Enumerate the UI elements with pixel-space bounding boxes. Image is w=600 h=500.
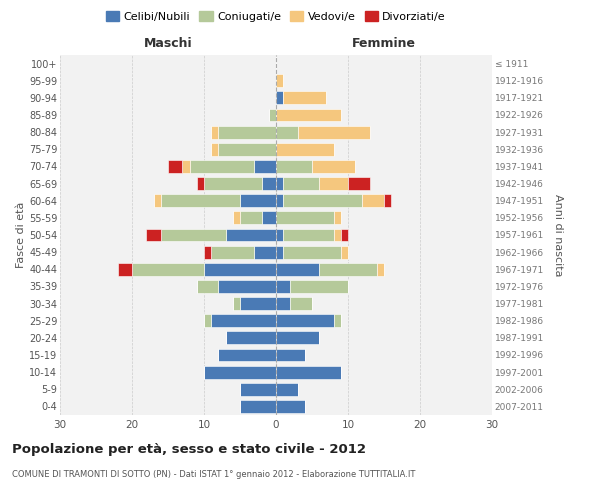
Bar: [283, 246, 341, 258]
Bar: [276, 297, 290, 310]
Text: Femmine: Femmine: [352, 37, 416, 50]
Bar: [154, 194, 161, 207]
Bar: [276, 92, 283, 104]
Bar: [276, 280, 290, 293]
Bar: [233, 297, 240, 310]
Bar: [254, 160, 276, 173]
Bar: [254, 246, 276, 258]
Bar: [341, 228, 348, 241]
Bar: [218, 126, 276, 138]
Bar: [197, 280, 218, 293]
Bar: [226, 228, 276, 241]
Bar: [218, 348, 276, 362]
Bar: [334, 212, 341, 224]
Bar: [276, 332, 319, 344]
Bar: [276, 314, 334, 327]
Bar: [240, 400, 276, 413]
Bar: [276, 160, 312, 173]
Bar: [276, 366, 341, 378]
Bar: [283, 194, 362, 207]
Bar: [377, 263, 384, 276]
Bar: [204, 263, 276, 276]
Bar: [218, 280, 276, 293]
Text: COMUNE DI TRAMONTI DI SOTTO (PN) - Dati ISTAT 1° gennaio 2012 - Elaborazione TUT: COMUNE DI TRAMONTI DI SOTTO (PN) - Dati …: [12, 470, 415, 479]
Bar: [240, 194, 276, 207]
Bar: [276, 74, 283, 87]
Y-axis label: Fasce di età: Fasce di età: [16, 202, 26, 268]
Bar: [319, 177, 348, 190]
Bar: [218, 143, 276, 156]
Bar: [161, 228, 226, 241]
Y-axis label: Anni di nascita: Anni di nascita: [553, 194, 563, 276]
Bar: [168, 160, 182, 173]
Bar: [190, 160, 254, 173]
Bar: [240, 212, 262, 224]
Bar: [283, 92, 326, 104]
Bar: [290, 280, 348, 293]
Bar: [211, 246, 254, 258]
Bar: [233, 212, 240, 224]
Bar: [276, 177, 283, 190]
Bar: [262, 212, 276, 224]
Bar: [276, 212, 334, 224]
Bar: [211, 143, 218, 156]
Bar: [204, 246, 211, 258]
Bar: [341, 246, 348, 258]
Bar: [240, 383, 276, 396]
Bar: [334, 228, 341, 241]
Bar: [276, 228, 283, 241]
Bar: [276, 348, 305, 362]
Bar: [276, 400, 305, 413]
Bar: [334, 314, 341, 327]
Bar: [204, 314, 211, 327]
Bar: [384, 194, 391, 207]
Bar: [276, 108, 341, 122]
Bar: [362, 194, 384, 207]
Bar: [348, 177, 370, 190]
Bar: [226, 332, 276, 344]
Bar: [319, 263, 377, 276]
Bar: [118, 263, 132, 276]
Bar: [197, 177, 204, 190]
Bar: [161, 194, 240, 207]
Bar: [132, 263, 204, 276]
Bar: [211, 314, 276, 327]
Bar: [204, 366, 276, 378]
Bar: [283, 228, 334, 241]
Bar: [262, 177, 276, 190]
Bar: [283, 177, 319, 190]
Text: Popolazione per età, sesso e stato civile - 2012: Popolazione per età, sesso e stato civil…: [12, 442, 366, 456]
Bar: [276, 383, 298, 396]
Bar: [276, 194, 283, 207]
Bar: [146, 228, 161, 241]
Bar: [269, 108, 276, 122]
Bar: [276, 246, 283, 258]
Bar: [276, 263, 319, 276]
Bar: [298, 126, 370, 138]
Bar: [204, 177, 262, 190]
Legend: Celibi/Nubili, Coniugati/e, Vedovi/e, Divorziati/e: Celibi/Nubili, Coniugati/e, Vedovi/e, Di…: [103, 8, 449, 25]
Bar: [211, 126, 218, 138]
Bar: [276, 126, 298, 138]
Bar: [276, 143, 334, 156]
Bar: [290, 297, 312, 310]
Bar: [312, 160, 355, 173]
Bar: [240, 297, 276, 310]
Bar: [182, 160, 190, 173]
Text: Maschi: Maschi: [143, 37, 193, 50]
